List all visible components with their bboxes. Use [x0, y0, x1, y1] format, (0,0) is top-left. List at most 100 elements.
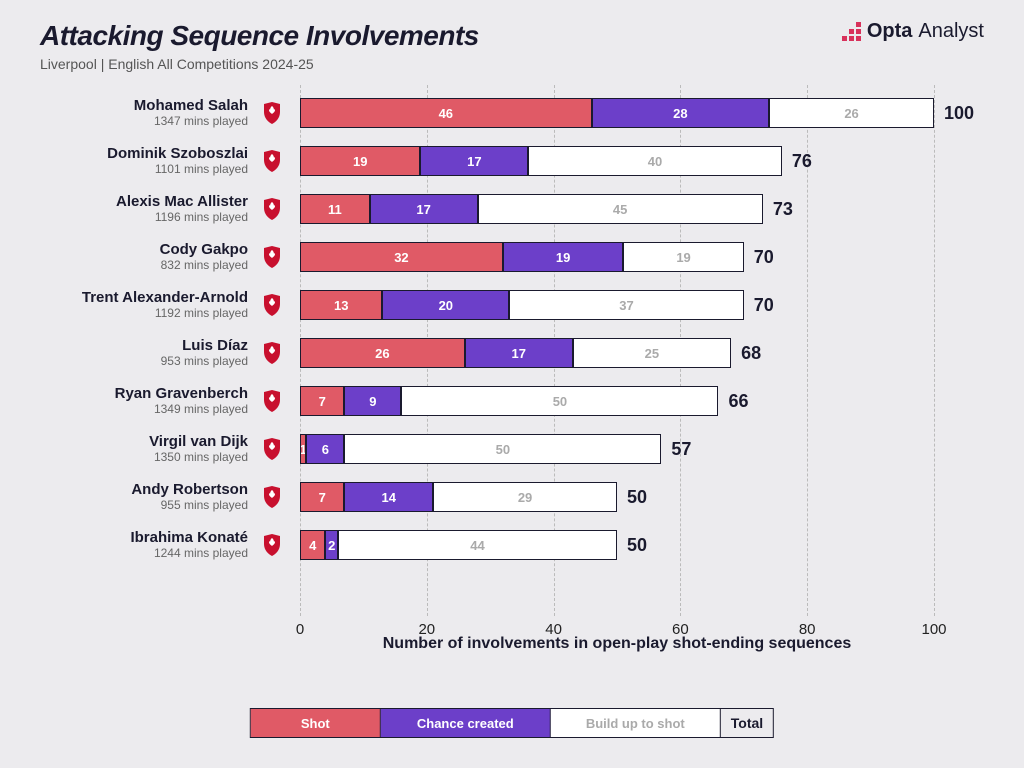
bar-segment-chance: 17 — [465, 338, 573, 368]
player-row: Mohamed Salah 1347 mins played 462826100 — [40, 91, 984, 135]
bar-segment-chance: 6 — [306, 434, 344, 464]
player-mins: 1101 mins played — [40, 163, 248, 176]
total-label: 68 — [731, 338, 761, 368]
bar-segment-shot: 19 — [300, 146, 420, 176]
club-badge — [258, 534, 286, 556]
club-badge-icon — [263, 342, 281, 364]
club-badge — [258, 246, 286, 268]
total-label: 73 — [763, 194, 793, 224]
player-row: Andy Robertson 955 mins played 7142950 — [40, 475, 984, 519]
club-badge-icon — [263, 486, 281, 508]
bar-segment-shot: 7 — [300, 482, 344, 512]
bar-segment-build: 25 — [573, 338, 732, 368]
player-mins: 1244 mins played — [40, 547, 248, 560]
player-name: Alexis Mac Allister — [40, 194, 248, 211]
player-row: Virgil van Dijk 1350 mins played 165057 — [40, 427, 984, 471]
total-label: 50 — [617, 482, 647, 512]
player-mins: 832 mins played — [40, 259, 248, 272]
bar-holder: 462826100 — [300, 98, 934, 128]
player-info: Cody Gakpo 832 mins played — [40, 242, 258, 272]
club-badge-icon — [263, 390, 281, 412]
bar-holder: 13203770 — [300, 290, 934, 320]
x-axis-title: Number of involvements in open-play shot… — [300, 635, 934, 653]
player-info: Ryan Gravenberch 1349 mins played — [40, 386, 258, 416]
player-info: Virgil van Dijk 1350 mins played — [40, 434, 258, 464]
club-badge-icon — [263, 246, 281, 268]
bar-segment-build: 50 — [344, 434, 661, 464]
club-badge — [258, 198, 286, 220]
club-badge-icon — [263, 534, 281, 556]
brand-name-light: Analyst — [918, 20, 984, 43]
player-row: Dominik Szoboszlai 1101 mins played 1917… — [40, 139, 984, 183]
player-name: Trent Alexander-Arnold — [40, 290, 248, 307]
player-row: Ryan Gravenberch 1349 mins played 795066 — [40, 379, 984, 423]
bar-holder: 11174573 — [300, 194, 934, 224]
bar-segment-chance: 19 — [503, 242, 623, 272]
player-name: Mohamed Salah — [40, 98, 248, 115]
player-name: Luis Díaz — [40, 338, 248, 355]
player-info: Luis Díaz 953 mins played — [40, 338, 258, 368]
legend-item: Shot — [251, 709, 381, 737]
bar-segment-shot: 26 — [300, 338, 465, 368]
legend-item: Build up to shot — [551, 709, 721, 737]
chart-title: Attacking Sequence Involvements — [40, 20, 479, 52]
player-mins: 1192 mins played — [40, 307, 248, 320]
player-mins: 1350 mins played — [40, 451, 248, 464]
total-label: 50 — [617, 530, 647, 560]
chart-area: 020406080100 Mohamed Salah 1347 mins pla… — [40, 85, 984, 648]
legend-item: Chance created — [381, 709, 551, 737]
player-row: Alexis Mac Allister 1196 mins played 111… — [40, 187, 984, 231]
player-row: Ibrahima Konaté 1244 mins played 424450 — [40, 523, 984, 567]
player-info: Ibrahima Konaté 1244 mins played — [40, 530, 258, 560]
bar-holder: 19174076 — [300, 146, 934, 176]
bar-holder: 7142950 — [300, 482, 934, 512]
bar-holder: 795066 — [300, 386, 934, 416]
club-badge-icon — [263, 150, 281, 172]
player-mins: 1347 mins played — [40, 115, 248, 128]
bar-segment-build: 44 — [338, 530, 617, 560]
bar-segment-shot: 11 — [300, 194, 370, 224]
brand-mark-icon — [842, 22, 861, 41]
bar-segment-shot: 32 — [300, 242, 503, 272]
bar-holder: 165057 — [300, 434, 934, 464]
bar-segment-shot: 13 — [300, 290, 382, 320]
bar-segment-chance: 17 — [370, 194, 478, 224]
bar-segment-chance: 14 — [344, 482, 433, 512]
player-row: Luis Díaz 953 mins played 26172568 — [40, 331, 984, 375]
bar-holder: 26172568 — [300, 338, 934, 368]
legend: ShotChance createdBuild up to shotTotal — [250, 708, 774, 738]
player-info: Andy Robertson 955 mins played — [40, 482, 258, 512]
club-badge — [258, 294, 286, 316]
bar-segment-build: 40 — [528, 146, 782, 176]
player-info: Trent Alexander-Arnold 1192 mins played — [40, 290, 258, 320]
brand-logo: Opta Analyst — [842, 20, 984, 43]
total-label: 57 — [661, 434, 691, 464]
player-row: Trent Alexander-Arnold 1192 mins played … — [40, 283, 984, 327]
total-label: 76 — [782, 146, 812, 176]
player-mins: 953 mins played — [40, 355, 248, 368]
club-badge — [258, 486, 286, 508]
player-info: Alexis Mac Allister 1196 mins played — [40, 194, 258, 224]
total-label: 70 — [744, 242, 774, 272]
total-label: 66 — [718, 386, 748, 416]
brand-name-bold: Opta — [867, 20, 913, 43]
club-badge-icon — [263, 102, 281, 124]
club-badge-icon — [263, 294, 281, 316]
bar-segment-chance: 20 — [382, 290, 509, 320]
player-row: Cody Gakpo 832 mins played 32191970 — [40, 235, 984, 279]
player-mins: 1196 mins played — [40, 211, 248, 224]
player-name: Virgil van Dijk — [40, 434, 248, 451]
bar-segment-chance: 17 — [420, 146, 528, 176]
bar-segment-build: 29 — [433, 482, 617, 512]
bar-segment-build: 37 — [509, 290, 744, 320]
club-badge — [258, 438, 286, 460]
bar-segment-build: 45 — [478, 194, 763, 224]
club-badge-icon — [263, 198, 281, 220]
club-badge — [258, 342, 286, 364]
bar-segment-chance: 9 — [344, 386, 401, 416]
total-label: 100 — [934, 98, 974, 128]
title-block: Attacking Sequence Involvements Liverpoo… — [40, 20, 479, 72]
bar-segment-build: 19 — [623, 242, 743, 272]
bar-holder: 32191970 — [300, 242, 934, 272]
bar-holder: 424450 — [300, 530, 934, 560]
